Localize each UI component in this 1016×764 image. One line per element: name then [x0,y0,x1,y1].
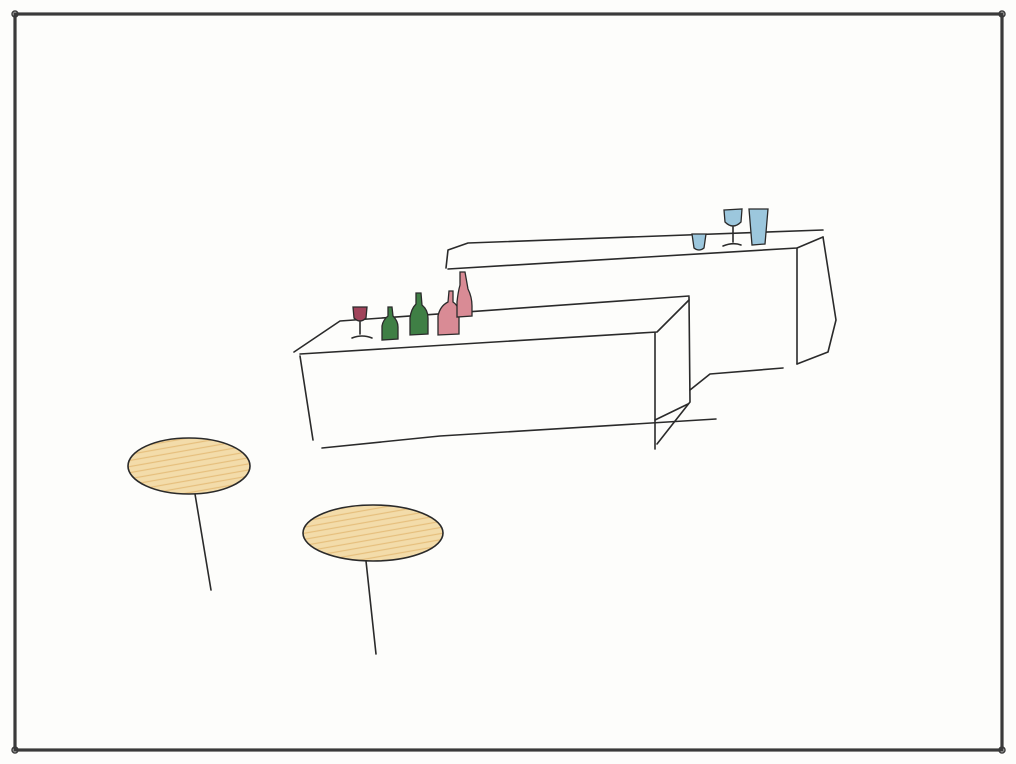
back-counter-glasses [691,208,769,251]
green-bottle-tall-icon [409,292,429,336]
round-table-left [127,437,251,591]
wine-glass-red-icon [351,306,373,339]
pink-bottle-icon [437,290,460,336]
back-bar-counter [445,229,837,391]
frame-corner-bl [11,746,19,754]
wine-glass-blue-icon [722,208,743,247]
tumbler-blue-icon [691,233,707,251]
front-counter-drinks [351,271,473,341]
frame-corner-br [998,746,1006,754]
green-bottle-small-icon [381,306,399,341]
pint-glass-blue-icon [748,208,769,246]
round-table-right [302,504,444,655]
frame-corner-tr [998,10,1006,18]
frame-corner-tl [11,10,19,18]
sketch-frame [13,12,1004,752]
pink-bottle-tall-icon [456,271,473,318]
front-bar-counter [293,295,717,450]
